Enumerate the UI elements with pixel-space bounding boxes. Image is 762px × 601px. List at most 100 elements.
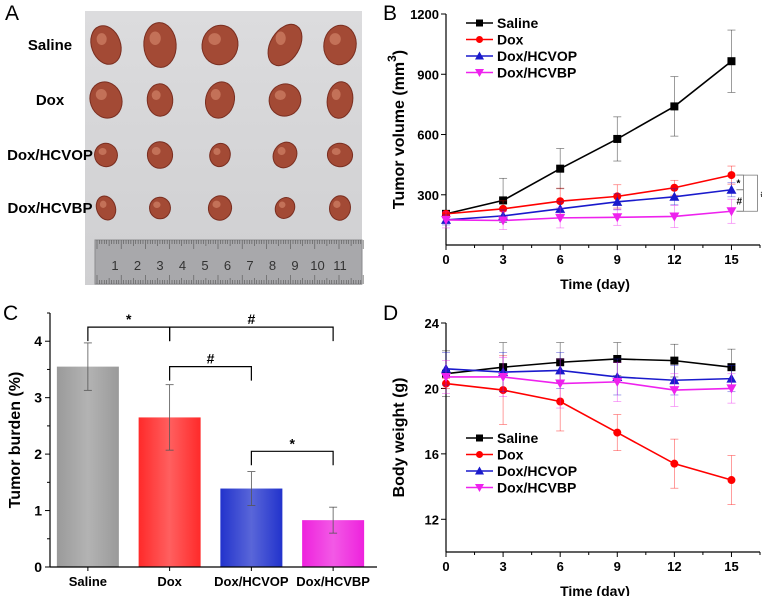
series-line bbox=[445, 174, 732, 215]
bracket-line bbox=[169, 366, 252, 381]
y-tick-label: 300 bbox=[417, 188, 439, 203]
marker-triangle-up bbox=[475, 51, 484, 60]
legend-item: Dox bbox=[466, 447, 524, 463]
x-tick-label: 15 bbox=[724, 559, 738, 574]
legend-item: Dox bbox=[466, 32, 524, 48]
y-axis-label-superscript: 3 bbox=[385, 55, 399, 62]
x-tick-label: 0 bbox=[442, 559, 449, 574]
series-line bbox=[445, 60, 732, 215]
tumor-highlight bbox=[274, 90, 286, 100]
row-label: Dox bbox=[36, 92, 65, 109]
marker-triangle-up bbox=[475, 466, 484, 475]
ruler-number: 1 bbox=[111, 258, 118, 273]
marker-triangle-down bbox=[612, 213, 623, 223]
marker-square bbox=[499, 196, 508, 205]
marker-triangle-down bbox=[726, 384, 737, 394]
tumor-highlight bbox=[208, 33, 221, 46]
series-dox-hcvbp bbox=[441, 357, 737, 409]
marker-circle bbox=[670, 459, 679, 468]
x-tick-label: 0 bbox=[442, 252, 449, 267]
series-line bbox=[445, 188, 732, 221]
marker-square bbox=[476, 19, 483, 27]
bracket-line bbox=[169, 326, 334, 342]
x-axis-label: Time (day) bbox=[560, 583, 630, 596]
marker-square bbox=[556, 164, 565, 173]
marker-triangle-down bbox=[441, 215, 451, 225]
y-tick-label: 900 bbox=[417, 67, 439, 82]
y-tick-label: 16 bbox=[425, 447, 439, 462]
x-tick-label: 6 bbox=[557, 252, 564, 267]
ruler bbox=[94, 239, 363, 285]
significance-bracket: * bbox=[87, 311, 171, 342]
legend-label: Dox/HCVBP bbox=[497, 65, 576, 81]
panel-label-d: D bbox=[383, 302, 398, 325]
marker-triangle-down bbox=[726, 207, 737, 217]
tumor-highlight bbox=[98, 147, 107, 156]
y-axis-label-text: Body weight (g) bbox=[391, 378, 408, 498]
marker-triangle-down bbox=[475, 484, 484, 492]
significance-bracket: # bbox=[169, 311, 334, 342]
ruler-number: 3 bbox=[156, 258, 163, 273]
series-line bbox=[446, 376, 732, 391]
tumor-highlight bbox=[153, 201, 161, 208]
significance-mark: * bbox=[290, 435, 296, 451]
y-axis-label-close: ) bbox=[391, 50, 408, 55]
legend-item: Dox/HCVBP bbox=[466, 480, 576, 496]
ruler-number: 7 bbox=[246, 258, 253, 273]
significance-mark: # bbox=[760, 189, 762, 200]
marker-triangle-up bbox=[726, 184, 737, 194]
significance-bracket: * bbox=[250, 435, 334, 466]
significance-bracket: * bbox=[736, 174, 744, 191]
tumor-sample bbox=[149, 196, 171, 220]
series-dox-hcvbp bbox=[441, 198, 737, 230]
x-tick-label: 3 bbox=[499, 252, 506, 267]
series-line bbox=[445, 382, 732, 481]
bracket-line bbox=[250, 450, 334, 466]
tumor-highlight bbox=[212, 200, 221, 208]
x-tick-label: 6 bbox=[557, 559, 564, 574]
tumor-burden-chart: Saline Dox Dox/HCVOP Dox/HCVBP 0 1 2 3 4 Tumor bu… bbox=[7, 311, 377, 589]
tumor-highlight bbox=[95, 88, 107, 100]
tumor-highlight bbox=[210, 88, 221, 100]
marker-circle bbox=[476, 451, 483, 458]
panel-label-a: A bbox=[5, 2, 19, 25]
tumor-highlight bbox=[278, 201, 286, 208]
legend-label: Dox bbox=[497, 32, 524, 48]
series-line bbox=[445, 368, 732, 382]
marker-square bbox=[670, 356, 679, 365]
bracket-line bbox=[736, 174, 758, 212]
y-axis-label: Tumor volume (mm3) bbox=[385, 50, 408, 209]
legend-label: Saline bbox=[497, 430, 538, 446]
series-dox bbox=[442, 165, 736, 218]
tumor-highlight bbox=[275, 31, 286, 45]
ruler-number: 11 bbox=[333, 258, 347, 273]
marker-triangle-down bbox=[441, 372, 451, 382]
significance-bracket: # bbox=[736, 189, 744, 212]
marker-square bbox=[613, 134, 622, 143]
significance-bracket: # bbox=[169, 351, 252, 381]
ruler-number: 8 bbox=[269, 258, 276, 273]
ruler-number: 4 bbox=[179, 258, 186, 273]
legend-label: Dox bbox=[497, 447, 524, 463]
marker-square bbox=[727, 57, 736, 66]
x-tick-label: 9 bbox=[614, 252, 621, 267]
panel-label-c: C bbox=[3, 302, 18, 325]
marker-circle bbox=[556, 197, 565, 206]
marker-square bbox=[670, 102, 679, 111]
tumor-highlight bbox=[277, 147, 286, 155]
x-tick-label: Dox bbox=[157, 574, 182, 589]
row-label: Dox/HCVOP bbox=[7, 147, 93, 164]
ruler-number: 5 bbox=[201, 258, 208, 273]
y-axis-label-text: Tumor volume (mm bbox=[391, 62, 408, 209]
legend-label: Saline bbox=[497, 15, 538, 31]
marker-triangle-up bbox=[669, 191, 680, 201]
marker-circle bbox=[727, 171, 736, 180]
legend-item: Dox/HCVOP bbox=[466, 463, 577, 479]
tumor-highlight bbox=[96, 33, 107, 46]
tumor-highlight bbox=[151, 147, 161, 155]
marker-triangle-down bbox=[612, 377, 623, 387]
y-tick-label: 600 bbox=[417, 128, 439, 143]
x-axis-label: Time (day) bbox=[560, 276, 630, 292]
